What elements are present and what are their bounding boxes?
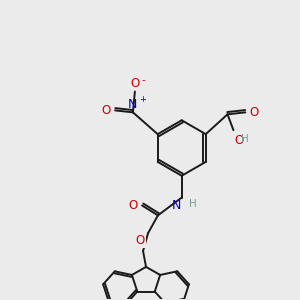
Text: N: N [128,98,138,111]
Text: O: O [235,134,244,147]
Text: O: O [136,234,145,247]
Text: O: O [130,76,140,90]
Text: +: + [139,95,146,104]
Text: H: H [189,199,196,208]
Text: O: O [102,104,111,117]
Text: H: H [242,134,249,144]
Text: O: O [249,106,259,119]
Text: -: - [142,75,146,85]
Text: N: N [171,199,181,212]
Text: O: O [129,199,138,212]
